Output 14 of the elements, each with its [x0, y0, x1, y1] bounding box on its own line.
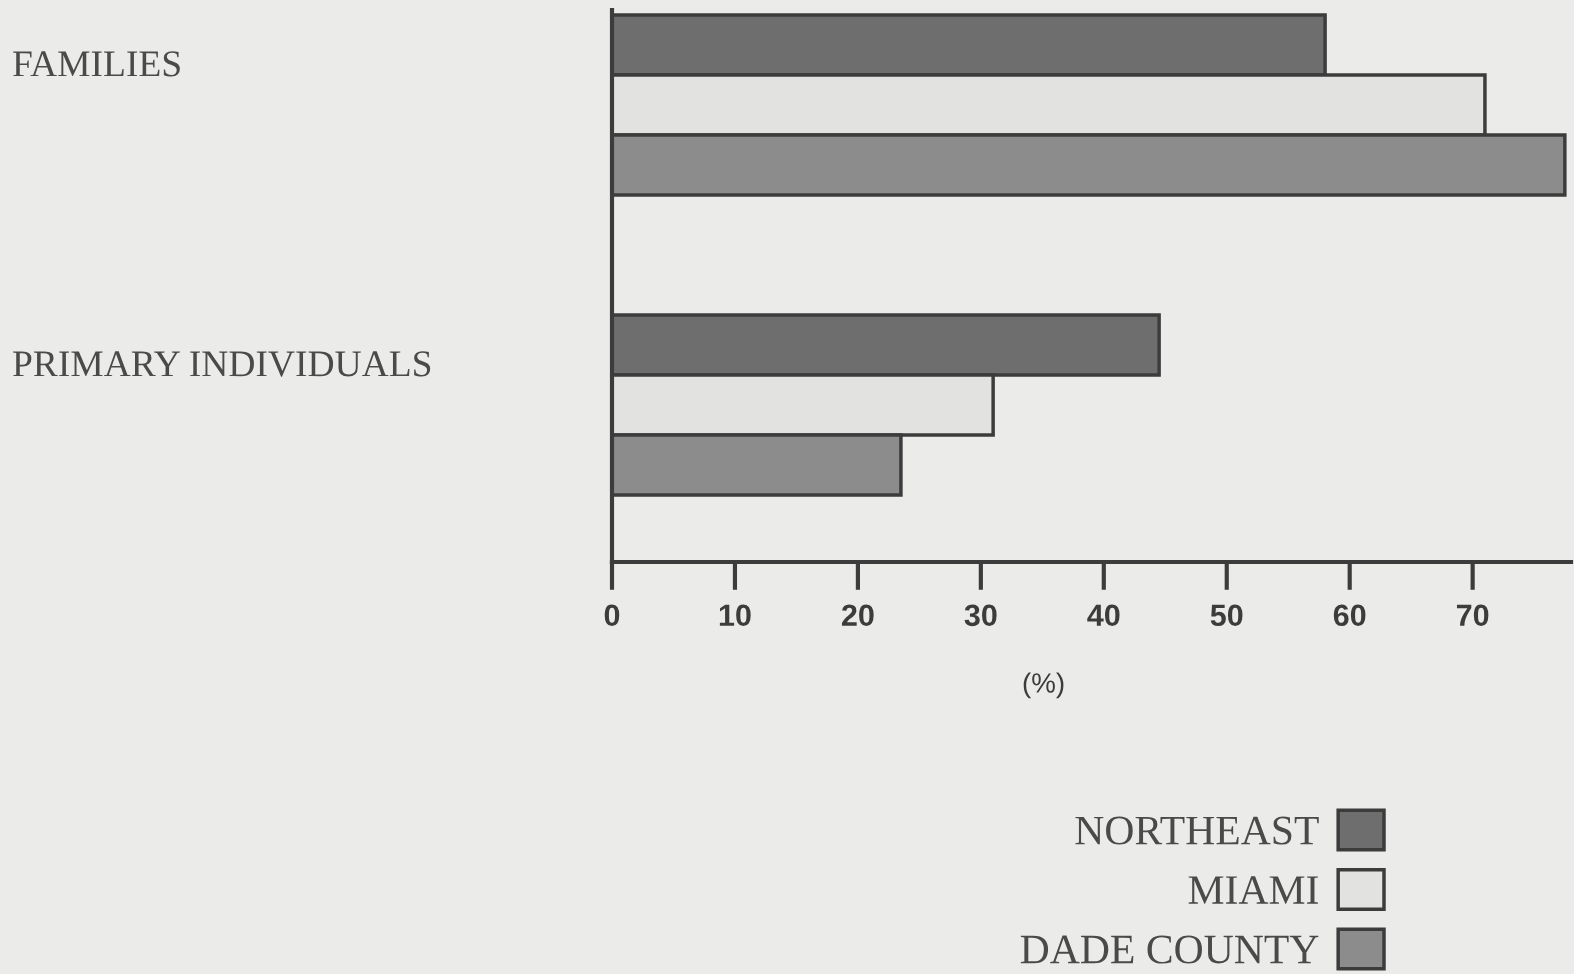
x-tick-label: 10 — [719, 604, 751, 627]
x-tick-label: 60 — [1333, 604, 1366, 627]
y-tick-label: FAMILIES — [13, 51, 180, 77]
x-tick-label: 70 — [1456, 604, 1489, 627]
x-tick-label: 30 — [964, 604, 997, 627]
legend-label: NORTHEAST — [1075, 816, 1319, 845]
x-tick-label: 0 — [604, 604, 620, 627]
x-axis-title: (%) — [1023, 672, 1064, 699]
x-tick-label: 50 — [1210, 604, 1243, 627]
x-tick-label: 40 — [1087, 604, 1120, 627]
legend-label: DADE COUNTY — [1020, 935, 1319, 964]
legend-label: MIAMI — [1188, 876, 1318, 904]
x-tick-label: 20 — [841, 604, 874, 627]
y-tick-label: PRIMARY INDIVIDUALS — [13, 351, 431, 377]
